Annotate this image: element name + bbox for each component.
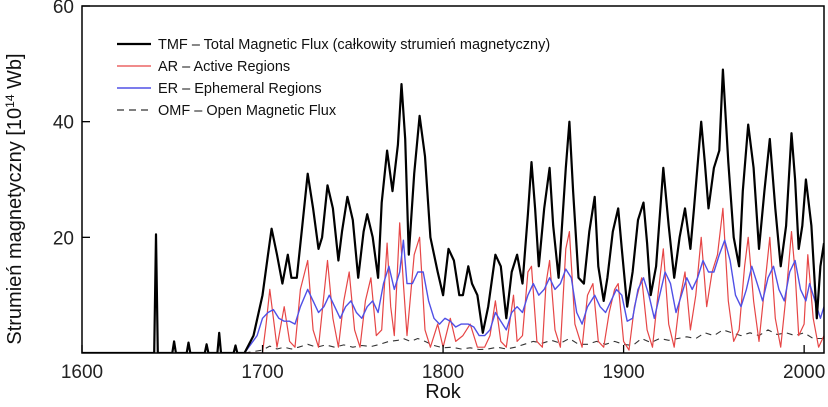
legend-label-er: ER – Ephemeral Regions (158, 81, 322, 97)
y-tick-label: 40 (53, 113, 74, 134)
y-tick-label: 20 (53, 228, 74, 249)
x-tick-label: 2000 (783, 362, 825, 383)
axis-ticks: 1600 1700 1800 1900 2000 20 40 60 (53, 0, 825, 383)
legend-label-omf: OMF – Open Magnetic Flux (158, 103, 337, 119)
y-axis-title-superscript: 14 (3, 94, 17, 108)
x-tick-label: 1800 (422, 362, 464, 383)
plot-frame (81, 5, 825, 354)
y-tick-label: 60 (53, 0, 74, 18)
ar-line (82, 207, 824, 353)
omf-line (244, 329, 824, 353)
x-tick-label: 1600 (61, 362, 103, 383)
tmf-line (82, 68, 824, 353)
legend-label-ar: AR – Active Regions (158, 59, 290, 75)
y-axis-title-main: Strumień magnetyczny [10 (4, 108, 26, 345)
series-layer (82, 68, 824, 353)
legend: TMF – Total Magnetic Flux (całkowity str… (117, 37, 550, 119)
er-line (243, 239, 824, 353)
x-tick-label: 1900 (602, 362, 644, 383)
x-axis-title: Rok (425, 381, 462, 403)
y-axis-title: Strumień magnetyczny [1014 Wb] (3, 53, 26, 344)
legend-label-tmf: TMF – Total Magnetic Flux (całkowity str… (158, 37, 550, 53)
y-axis-title-unit: Wb] (4, 53, 26, 94)
x-tick-label: 1700 (241, 362, 283, 383)
